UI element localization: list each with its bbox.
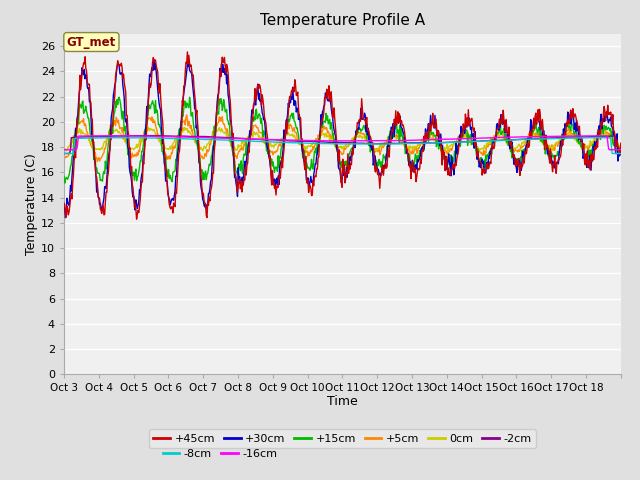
+15cm <box>278 144 285 150</box>
0cm <box>432 140 440 145</box>
0cm <box>401 144 408 149</box>
+5cm <box>257 130 264 136</box>
+15cm <box>617 149 625 155</box>
-16cm <box>60 147 68 153</box>
-16cm <box>617 147 625 153</box>
+15cm <box>401 151 409 156</box>
+45cm <box>60 200 68 206</box>
-8cm <box>60 151 68 156</box>
+30cm <box>126 169 134 175</box>
+30cm <box>278 157 285 163</box>
-16cm <box>99 133 106 139</box>
-2cm <box>256 137 264 143</box>
-16cm <box>401 138 408 144</box>
-8cm <box>431 140 439 146</box>
0cm <box>277 135 285 141</box>
+15cm <box>60 173 68 179</box>
+15cm <box>61 180 68 186</box>
+45cm <box>229 131 237 136</box>
+30cm <box>229 145 237 151</box>
+30cm <box>401 142 409 147</box>
+45cm <box>617 140 625 146</box>
+45cm <box>132 216 140 222</box>
-2cm <box>125 133 133 139</box>
-2cm <box>401 141 408 146</box>
+5cm <box>433 138 440 144</box>
+5cm <box>60 158 68 164</box>
+30cm <box>61 215 69 220</box>
Line: -8cm: -8cm <box>64 138 621 154</box>
-8cm <box>276 139 284 145</box>
-8cm <box>228 137 236 143</box>
0cm <box>256 135 264 141</box>
+45cm <box>257 87 264 93</box>
-2cm <box>147 133 155 139</box>
+45cm <box>125 145 133 151</box>
Text: GT_met: GT_met <box>67 36 116 48</box>
0cm <box>60 150 68 156</box>
Line: 0cm: 0cm <box>64 127 621 153</box>
Line: +30cm: +30cm <box>64 60 621 217</box>
Line: -2cm: -2cm <box>64 136 621 154</box>
-16cm <box>256 136 264 142</box>
-8cm <box>617 151 625 156</box>
0cm <box>228 144 236 150</box>
+45cm <box>278 155 285 160</box>
+45cm <box>184 49 191 55</box>
+30cm <box>60 204 68 209</box>
Line: +45cm: +45cm <box>64 52 621 219</box>
Y-axis label: Temperature (C): Temperature (C) <box>25 153 38 255</box>
+5cm <box>617 144 625 150</box>
-8cm <box>125 135 133 141</box>
+5cm <box>93 158 101 164</box>
+15cm <box>126 157 134 163</box>
-8cm <box>400 141 408 146</box>
-2cm <box>277 137 285 143</box>
+30cm <box>257 97 264 103</box>
+30cm <box>433 127 440 133</box>
-2cm <box>228 135 236 141</box>
Line: +5cm: +5cm <box>64 115 621 161</box>
+15cm <box>186 95 193 100</box>
+15cm <box>257 120 264 126</box>
-2cm <box>60 151 68 156</box>
-16cm <box>228 135 236 141</box>
+15cm <box>229 153 237 158</box>
Line: +15cm: +15cm <box>64 97 621 183</box>
+15cm <box>433 144 440 150</box>
+5cm <box>183 112 191 118</box>
+45cm <box>433 121 440 127</box>
-2cm <box>617 151 625 156</box>
0cm <box>617 144 625 149</box>
-16cm <box>277 137 285 143</box>
+45cm <box>401 135 409 141</box>
Legend: -8cm, -16cm: -8cm, -16cm <box>158 444 282 464</box>
-16cm <box>126 133 134 139</box>
+5cm <box>401 145 409 151</box>
-16cm <box>432 137 440 143</box>
0cm <box>125 144 133 150</box>
-8cm <box>607 135 614 141</box>
+30cm <box>150 57 158 62</box>
X-axis label: Time: Time <box>327 395 358 408</box>
+5cm <box>278 136 285 142</box>
+5cm <box>126 152 134 157</box>
-8cm <box>255 139 263 144</box>
+5cm <box>229 150 237 156</box>
Line: -16cm: -16cm <box>64 136 621 150</box>
-2cm <box>432 140 440 146</box>
Title: Temperature Profile A: Temperature Profile A <box>260 13 425 28</box>
+30cm <box>617 147 625 153</box>
0cm <box>145 124 152 130</box>
